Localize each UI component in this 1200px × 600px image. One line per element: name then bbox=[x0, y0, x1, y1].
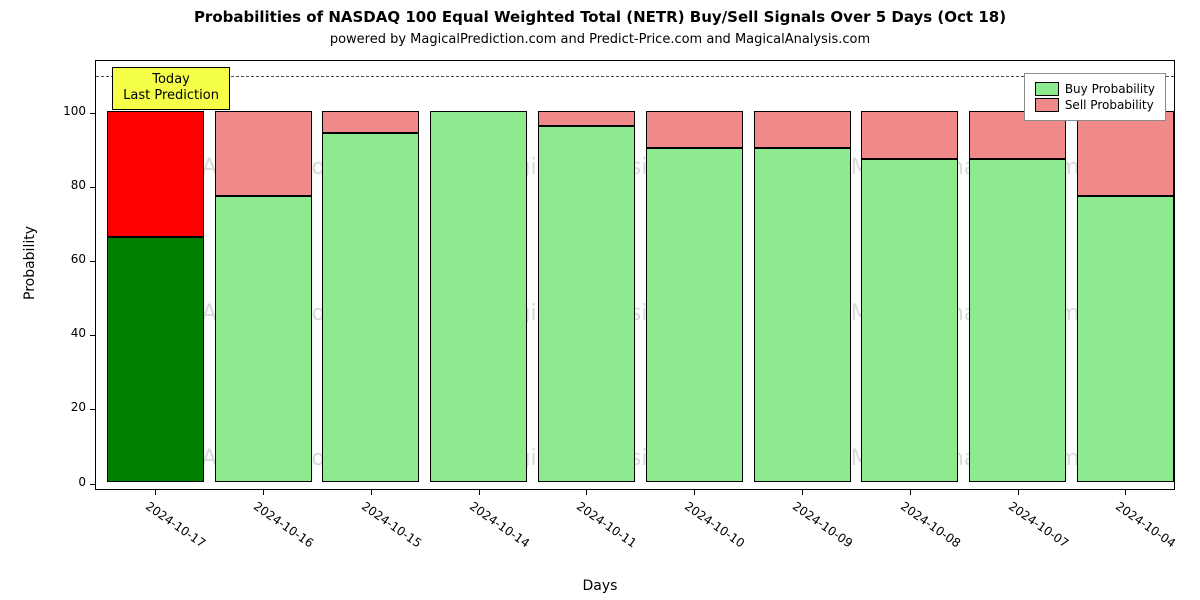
buy-bar bbox=[861, 159, 958, 482]
y-tick-label: 40 bbox=[71, 326, 96, 340]
buy-bar bbox=[969, 159, 1066, 482]
x-tick-label: 2024-10-11 bbox=[574, 499, 639, 550]
bar-group bbox=[861, 61, 958, 489]
legend: Buy Probability Sell Probability bbox=[1024, 73, 1166, 121]
x-tick-mark bbox=[371, 489, 372, 495]
buy-bar bbox=[538, 126, 635, 482]
bar-group bbox=[646, 61, 743, 489]
x-tick-mark bbox=[1125, 489, 1126, 495]
y-tick-label: 0 bbox=[78, 475, 96, 489]
y-tick-label: 20 bbox=[71, 400, 96, 414]
plot-area: MagicalAnalysis.comMagicalAnalysis.comMa… bbox=[95, 60, 1175, 490]
annotation-line2: Last Prediction bbox=[123, 88, 219, 104]
x-tick-mark bbox=[263, 489, 264, 495]
x-tick-label: 2024-10-15 bbox=[359, 499, 424, 550]
x-tick-label: 2024-10-07 bbox=[1006, 499, 1071, 550]
legend-swatch bbox=[1035, 98, 1059, 112]
bar-group bbox=[322, 61, 419, 489]
bar-group bbox=[754, 61, 851, 489]
buy-bar bbox=[322, 133, 419, 481]
bar-group bbox=[538, 61, 635, 489]
x-tick-label: 2024-10-04 bbox=[1113, 499, 1178, 550]
buy-bar bbox=[646, 148, 743, 482]
legend-item: Buy Probability bbox=[1035, 82, 1155, 96]
buy-bar bbox=[430, 111, 527, 482]
chart-title: Probabilities of NASDAQ 100 Equal Weight… bbox=[0, 8, 1200, 26]
legend-item: Sell Probability bbox=[1035, 98, 1155, 112]
sell-bar bbox=[646, 111, 743, 148]
legend-swatch bbox=[1035, 82, 1059, 96]
legend-label: Buy Probability bbox=[1065, 82, 1155, 96]
x-tick-label: 2024-10-17 bbox=[143, 499, 208, 550]
bar-group bbox=[430, 61, 527, 489]
sell-bar bbox=[107, 111, 204, 237]
x-axis-label: Days bbox=[0, 578, 1200, 594]
x-tick-label: 2024-10-10 bbox=[682, 499, 747, 550]
x-tick-mark bbox=[910, 489, 911, 495]
x-tick-mark bbox=[155, 489, 156, 495]
x-tick-mark bbox=[479, 489, 480, 495]
y-tick-label: 60 bbox=[71, 252, 96, 266]
x-tick-mark bbox=[802, 489, 803, 495]
bar-group bbox=[1077, 61, 1174, 489]
buy-bar bbox=[107, 237, 204, 482]
bar-group bbox=[969, 61, 1066, 489]
today-annotation: Today Last Prediction bbox=[112, 67, 230, 110]
sell-bar bbox=[215, 111, 312, 196]
buy-bar bbox=[1077, 196, 1174, 481]
legend-label: Sell Probability bbox=[1065, 98, 1154, 112]
y-tick-label: 80 bbox=[71, 178, 96, 192]
y-axis-label: Probability bbox=[22, 226, 38, 300]
sell-bar bbox=[1077, 111, 1174, 196]
sell-bar bbox=[322, 111, 419, 133]
annotation-line1: Today bbox=[123, 72, 219, 88]
y-tick-label: 100 bbox=[63, 104, 96, 118]
bar-group bbox=[215, 61, 312, 489]
x-tick-label: 2024-10-08 bbox=[898, 499, 963, 550]
x-tick-label: 2024-10-14 bbox=[467, 499, 532, 550]
x-tick-mark bbox=[694, 489, 695, 495]
sell-bar bbox=[754, 111, 851, 148]
buy-bar bbox=[215, 196, 312, 481]
sell-bar bbox=[861, 111, 958, 159]
x-tick-mark bbox=[586, 489, 587, 495]
x-tick-label: 2024-10-16 bbox=[251, 499, 316, 550]
buy-bar bbox=[754, 148, 851, 482]
x-tick-label: 2024-10-09 bbox=[790, 499, 855, 550]
sell-bar bbox=[538, 111, 635, 126]
x-tick-mark bbox=[1018, 489, 1019, 495]
chart-subtitle: powered by MagicalPrediction.com and Pre… bbox=[0, 32, 1200, 47]
bar-group bbox=[107, 61, 204, 489]
